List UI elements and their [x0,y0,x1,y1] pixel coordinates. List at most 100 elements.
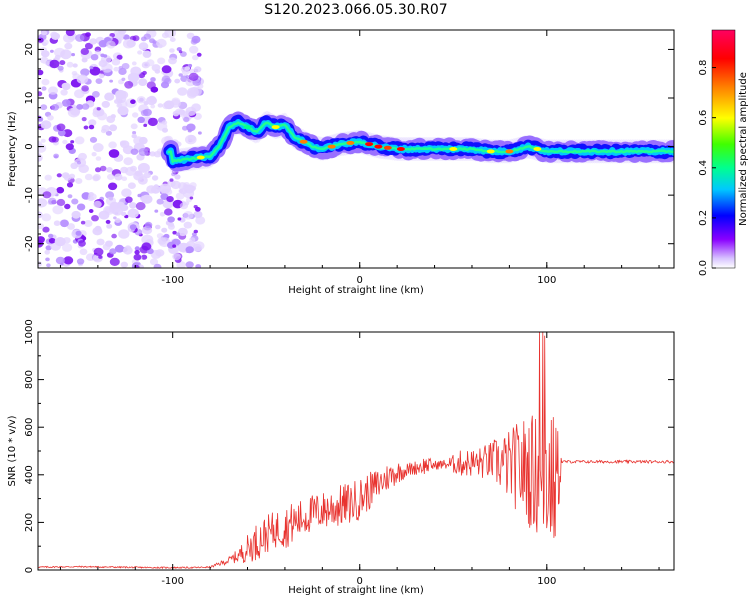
noise-blob [148,95,156,103]
noise-blob [120,204,129,212]
noise-blob [64,203,71,210]
noise-blob [75,230,82,236]
noise-blob [192,54,199,61]
noise-blob [89,38,97,45]
noise-blob [48,237,56,244]
noise-blob [161,65,172,74]
noise-blob [85,32,91,37]
noise-blob [131,61,137,66]
noise-blob [67,223,75,230]
ridge-hotspot [365,142,374,147]
noise-blob [66,61,74,68]
noise-blob [146,185,157,194]
noise-blob [156,121,168,131]
noise-blob [123,34,130,40]
noise-blob [54,155,58,159]
noise-blob [133,253,142,261]
spectrogram-y-tick-label: -10 [24,187,35,203]
noise-blob [101,124,110,132]
colorbar-label: Normalized spectral amplitude [738,72,749,226]
noise-blob [76,203,86,211]
noise-blob [83,125,89,130]
noise-blob [157,237,167,245]
noise-blob [123,157,133,166]
noise-blob [166,196,174,203]
noise-blob [177,217,182,221]
noise-blob [138,42,149,51]
noise-blob [151,175,159,181]
noise-blob [104,92,115,101]
noise-blob [157,57,166,65]
noise-blob [98,59,108,68]
noise-blob [65,143,74,151]
noise-blob [134,249,140,255]
noise-blob [62,243,73,252]
noise-blob [167,216,175,223]
noise-blob [127,182,136,189]
noise-blob [75,178,83,184]
noise-blob [193,229,198,234]
ridge-hotspot [327,144,336,149]
noise-blob [183,211,194,220]
noise-blob [61,82,69,89]
spectrogram-frame [37,29,675,269]
noise-blob [106,40,116,49]
noise-blob [191,232,197,237]
noise-blob [159,212,166,217]
noise-blob [153,184,159,189]
noise-blob [150,77,156,82]
noise-blob [84,173,93,181]
noise-blob [38,261,43,267]
noise-blob [172,244,177,248]
spectrogram-y-tick-label: 10 [24,92,35,105]
noise-blob [56,198,66,207]
noise-blob [130,165,137,172]
noise-blob [81,57,88,63]
noise-blob [117,100,128,109]
noise-blob [63,256,74,265]
noise-blob [129,202,137,209]
noise-blob [172,230,177,235]
noise-blob [80,48,90,55]
noise-blob [190,185,197,191]
noise-blob [65,30,75,37]
noise-blob [174,174,181,180]
noise-blob [129,224,137,230]
noise-blob [126,39,136,48]
noise-blob [157,103,163,108]
noise-blob [157,44,163,49]
noise-blob [121,176,128,181]
noise-blob [169,48,175,53]
noise-blob [41,86,47,91]
ridge-hotspot [396,147,405,151]
noise-blob [75,34,85,42]
noise-blob [116,54,123,60]
snr-y-tick-label: 800 [24,370,35,389]
noise-blob [142,226,153,235]
noise-blob [168,222,175,227]
spectrogram-y-tick-label: 0 [24,143,35,149]
ridge-hotspot [299,139,308,144]
noise-blob [143,172,151,179]
noise-blob [124,81,134,89]
ridge-hotspot [383,145,392,150]
snr-y-label: SNR (10 * v/v) [7,415,18,486]
noise-blob [177,227,188,237]
ridge-hotspot [449,147,458,151]
noise-blob [48,86,58,95]
noise-blob [121,62,130,70]
noise-blob [195,264,202,268]
noise-blob [51,136,59,143]
noise-blob [159,183,172,194]
noise-blob [80,220,86,225]
ridge-hotspot [196,155,205,160]
noise-blob [52,205,64,215]
noise-blob [138,148,149,156]
noise-blob [143,101,149,106]
figure-title: S120.2023.066.05.30.R07 [264,2,447,18]
noise-blob [90,54,99,61]
noise-blob [107,173,115,180]
noise-blob [111,58,121,66]
noise-blob [141,254,148,260]
